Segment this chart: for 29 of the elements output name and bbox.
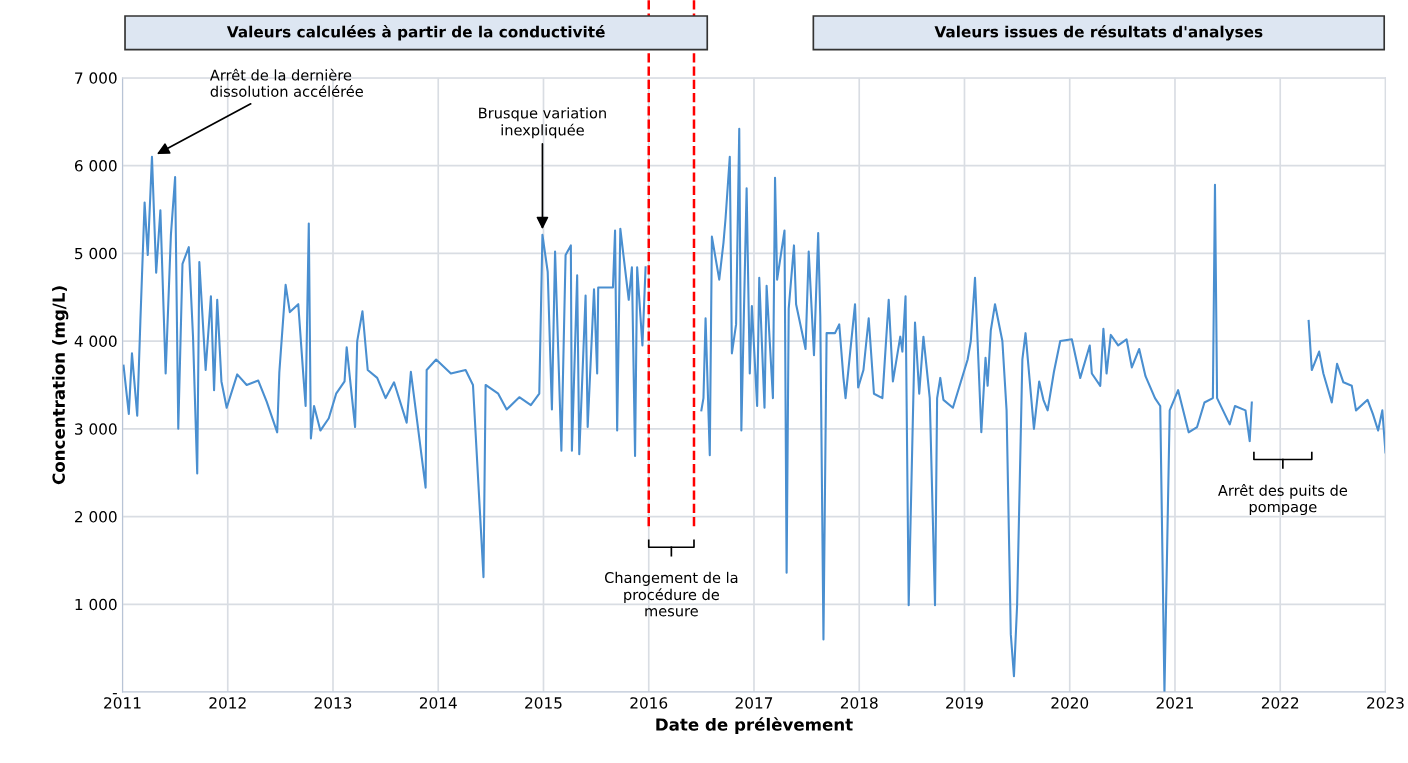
x-tick-label: 2021	[1156, 697, 1194, 709]
x-tick-label: 2015	[525, 697, 562, 709]
x-tick-label: 2020	[1051, 697, 1089, 709]
x-tick-label: 2017	[735, 697, 773, 709]
y-tick-label: 1 000	[75, 598, 117, 611]
y-tick-label: 7 000	[75, 72, 117, 84]
x-tick-label: 2013	[314, 697, 352, 709]
y-tick-label: 5 000	[75, 247, 117, 260]
y-tick-label: -	[112, 693, 117, 695]
x-tick-label: 2012	[209, 697, 246, 709]
y-tick-label: 2 000	[75, 511, 117, 523]
annotation: Brusque variation inexpliquée	[479, 107, 606, 139]
text: Valeurs calculées à partir de la conductivité	[226, 25, 605, 41]
annotation: Arrêt de la dernière dissolution accélérée	[209, 68, 363, 97]
x-axis-title: Date de prélèvement	[656, 717, 853, 735]
y-axis-title: Concentration (mg/L)	[52, 286, 69, 485]
x-tick-label: 2023	[1367, 697, 1404, 709]
annotation: Arrêt des puits de pompage	[1218, 484, 1348, 516]
x-tick-label: 2016	[630, 697, 668, 709]
x-tick-label: 2014	[419, 697, 457, 709]
annotation: Changement de la procédure de mesure	[604, 571, 738, 617]
y-tick-label: 4 000	[74, 335, 117, 348]
text: Valeurs issues de résultats d'analyses	[934, 25, 1263, 41]
x-tick-label: 2019	[946, 697, 983, 709]
x-tick-label: 2011	[104, 697, 141, 709]
y-tick-label: 3 000	[75, 423, 117, 435]
x-tick-label: 2018	[840, 697, 878, 709]
x-tick-label: 2022	[1261, 697, 1299, 709]
y-tick-label: 6 000	[74, 160, 117, 172]
